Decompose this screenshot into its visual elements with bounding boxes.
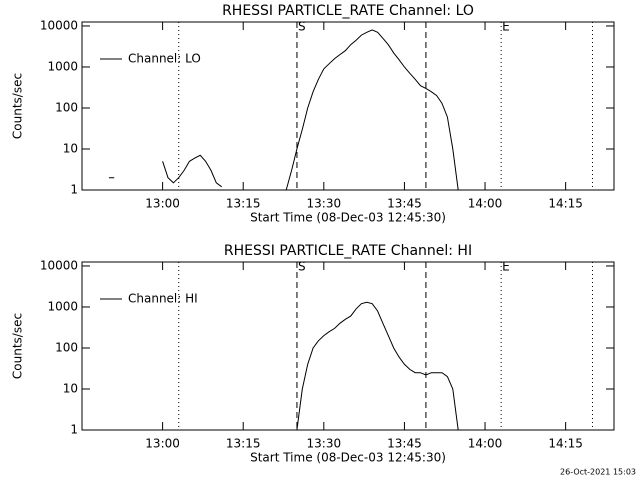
annotation: S [298, 260, 306, 274]
plot-frame [81, 21, 615, 191]
annotation: E [502, 20, 510, 34]
y-tick-label: 10 [63, 141, 78, 155]
data-line [296, 301, 459, 431]
x-tick-label: 13:15 [226, 197, 261, 211]
x-tick-label: 14:15 [548, 437, 583, 451]
x-tick-label: 14:00 [468, 437, 503, 451]
y-tick-label: 100 [55, 340, 78, 354]
x-axis-label: Start Time (08-Dec-03 12:45:30) [250, 211, 446, 225]
y-tick-label: 100 [55, 100, 78, 114]
y-tick-label: 10000 [40, 18, 78, 32]
x-tick-label: 14:15 [548, 197, 583, 211]
y-tick-label: 1 [70, 183, 78, 197]
x-tick-label: 13:30 [307, 437, 342, 451]
y-tick-label: 10 [63, 381, 78, 395]
x-tick-label: 13:15 [226, 437, 261, 451]
x-tick-label: 14:00 [468, 197, 503, 211]
legend-label: Channel: LO [128, 52, 201, 66]
plot-frame [81, 261, 615, 431]
legend-label: Channel: HI [128, 292, 198, 306]
x-axis-label: Start Time (08-Dec-03 12:45:30) [250, 451, 446, 465]
x-tick-label: 13:00 [145, 437, 180, 451]
x-tick-label: 13:30 [307, 197, 342, 211]
x-tick-label: 13:45 [387, 197, 422, 211]
annotation: S [298, 20, 306, 34]
y-axis-label: Counts/sec [11, 73, 25, 139]
chart-title: RHESSI PARTICLE_RATE Channel: LO [222, 3, 474, 19]
y-tick-label: 1000 [47, 59, 78, 73]
annotation: E [502, 260, 510, 274]
chart-title: RHESSI PARTICLE_RATE Channel: HI [224, 243, 472, 259]
timestamp: 26-Oct-2021 15:03 [560, 468, 636, 477]
y-tick-label: 1000 [47, 299, 78, 313]
x-tick-label: 13:45 [387, 437, 422, 451]
x-tick-label: 13:00 [145, 197, 180, 211]
data-line [108, 29, 459, 191]
y-tick-label: 10000 [40, 258, 78, 272]
y-axis-label: Counts/sec [11, 313, 25, 379]
y-tick-label: 1 [70, 423, 78, 437]
